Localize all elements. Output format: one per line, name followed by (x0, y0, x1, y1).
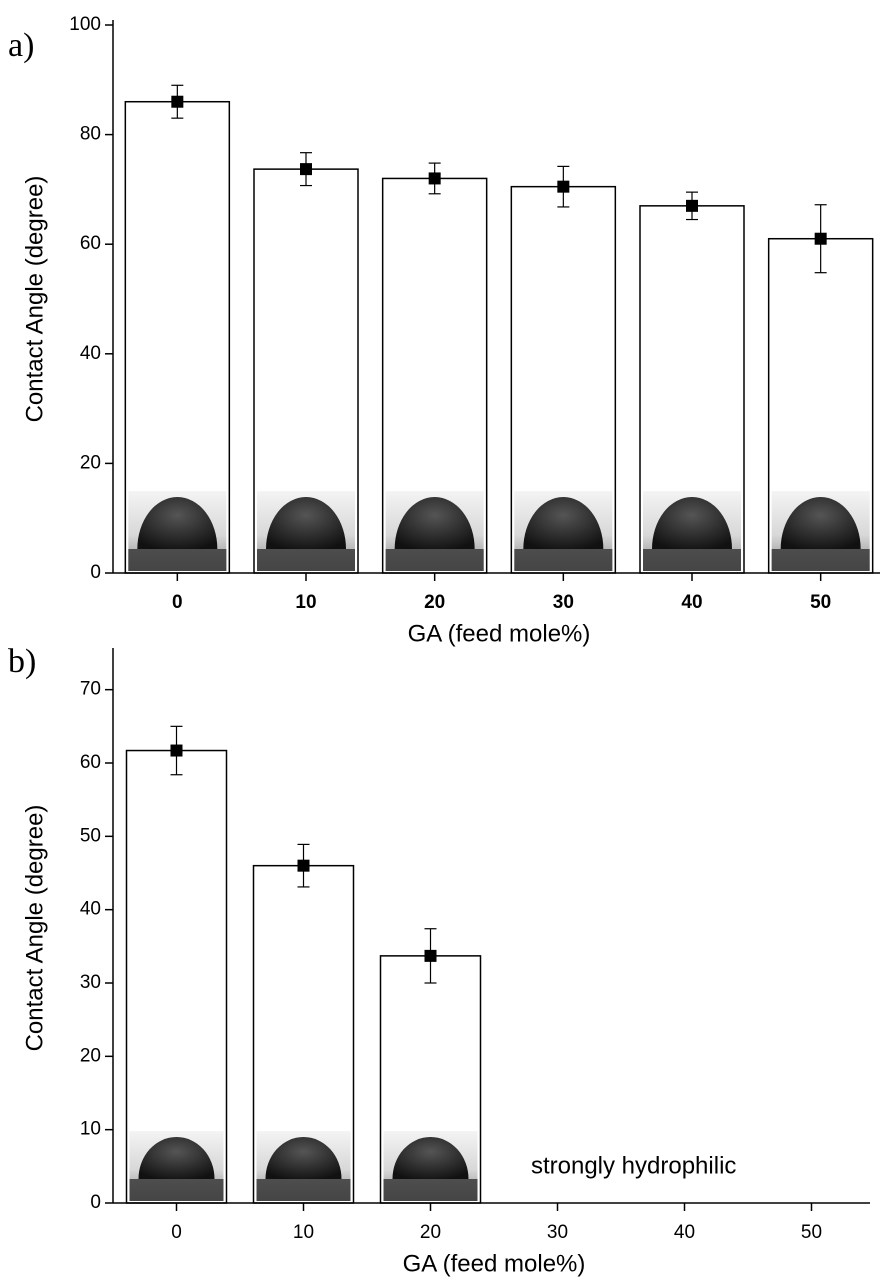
x-tick-label: 20 (420, 1222, 441, 1243)
panel-label: a) (8, 27, 34, 64)
x-tick-label: 50 (801, 1222, 822, 1243)
marker (300, 163, 312, 176)
marker (171, 95, 184, 108)
x-tick-label: 0 (172, 592, 183, 613)
substrate (385, 549, 484, 571)
droplet (137, 497, 218, 549)
marker (170, 744, 183, 757)
substrate (771, 549, 870, 571)
x-tick-label: 30 (553, 592, 574, 613)
x-axis-title: GA (feed mole%) (408, 620, 591, 647)
x-tick-label: 0 (171, 1222, 182, 1243)
x-tick-label: 50 (810, 592, 831, 613)
marker (297, 859, 310, 872)
y-tick-label: 50 (80, 825, 101, 846)
y-tick-label: 20 (80, 1045, 101, 1066)
droplet (523, 497, 604, 549)
y-axis-title: Contact Angle (degree) (21, 176, 48, 423)
marker (557, 180, 570, 193)
droplet (138, 1137, 215, 1179)
substrate (643, 549, 741, 571)
droplet (394, 497, 475, 549)
y-tick-label: 100 (69, 14, 101, 35)
droplet (392, 1137, 469, 1179)
droplet (780, 497, 861, 549)
substrate (257, 549, 355, 571)
y-tick-label: 40 (80, 899, 101, 920)
substrate (383, 1179, 478, 1201)
y-axis-title: Contact Angle (degree) (21, 805, 48, 1052)
y-tick-label: 20 (80, 452, 101, 473)
y-tick-label: 80 (80, 124, 101, 145)
y-tick-label: 0 (90, 1192, 101, 1213)
x-tick-label: 20 (424, 592, 445, 613)
droplet (266, 497, 346, 549)
x-tick-label: 40 (681, 592, 702, 613)
substrate (129, 1179, 224, 1201)
substrate (128, 549, 227, 571)
panel-label: b) (8, 643, 36, 680)
x-tick-label: 10 (293, 1222, 314, 1243)
y-tick-label: 30 (80, 972, 101, 993)
y-tick-label: 0 (90, 562, 101, 583)
marker (424, 949, 437, 962)
droplet (265, 1137, 342, 1179)
y-tick-label: 40 (80, 343, 101, 364)
marker (686, 199, 698, 212)
y-tick-label: 60 (80, 233, 101, 254)
droplet (652, 497, 732, 549)
substrate (514, 549, 613, 571)
bar (125, 749, 228, 1204)
x-tick-label: 30 (547, 1222, 568, 1243)
marker (428, 172, 441, 185)
y-tick-label: 10 (80, 1119, 101, 1140)
substrate (256, 1179, 351, 1201)
x-tick-label: 40 (674, 1222, 695, 1243)
x-axis-title: GA (feed mole%) (403, 1250, 586, 1277)
y-tick-label: 70 (80, 679, 101, 700)
y-tick-label: 60 (80, 752, 101, 773)
marker (814, 232, 827, 245)
x-tick-label: 10 (295, 592, 316, 613)
annotation: strongly hydrophilic (531, 1152, 736, 1179)
